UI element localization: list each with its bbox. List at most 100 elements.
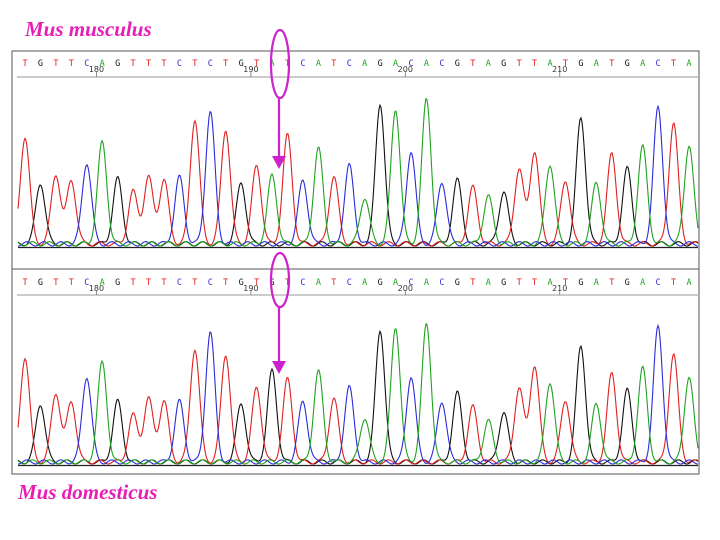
base-call: G [378, 59, 383, 69]
base-call: A [316, 278, 321, 288]
position-label: 180 [89, 284, 104, 293]
base-call: G [239, 59, 244, 69]
base-call: A [362, 278, 367, 288]
position-label: 210 [552, 284, 567, 293]
trace-t [17, 119, 699, 247]
base-call: T [532, 278, 537, 288]
base-call: T [161, 278, 166, 288]
base-call: G [625, 59, 630, 69]
base-call: A [486, 59, 491, 69]
base-call: T [609, 278, 614, 288]
base-call: A [686, 278, 691, 288]
base-call: T [192, 59, 197, 69]
base-call: C [84, 59, 89, 69]
base-call: T [532, 59, 537, 69]
base-call: T [223, 278, 228, 288]
base-call: T [146, 59, 151, 69]
base-call: G [625, 278, 630, 288]
base-call: T [22, 278, 27, 288]
base-call: T [331, 278, 336, 288]
base-call: A [594, 278, 599, 288]
base-call: A [486, 278, 491, 288]
base-call: G [115, 278, 120, 288]
position-label: 210 [552, 65, 567, 74]
base-call: T [53, 278, 58, 288]
species-label-domesticus: Mus domesticus [18, 480, 158, 504]
base-call: A [640, 59, 645, 69]
trace-peaks [17, 322, 699, 465]
position-label: 190 [243, 65, 258, 74]
base-call: A [594, 59, 599, 69]
base-call: G [501, 59, 506, 69]
position-ruler: 180 190 200 210 [17, 65, 698, 78]
base-call: C [208, 278, 213, 288]
base-call: A [393, 59, 398, 69]
base-call: T [285, 278, 290, 288]
trace-t [17, 349, 699, 465]
base-call: G [115, 59, 120, 69]
snp-arrowhead-top [272, 156, 286, 169]
position-label: 200 [398, 65, 413, 74]
base-call: T [671, 278, 676, 288]
base-call: A [100, 278, 105, 288]
base-call: C [408, 59, 413, 69]
base-call: T [223, 59, 228, 69]
base-call: T [470, 59, 475, 69]
base-call: C [347, 59, 352, 69]
base-call: T [517, 278, 522, 288]
base-call: A [547, 59, 552, 69]
base-call: G [455, 59, 460, 69]
base-call: T [609, 59, 614, 69]
base-call: G [578, 59, 583, 69]
base-call: T [161, 59, 166, 69]
base-call: C [656, 278, 661, 288]
base-call: A [316, 59, 321, 69]
base-call: T [69, 278, 74, 288]
base-call: T [53, 59, 58, 69]
base-call: G [38, 59, 43, 69]
base-call: C [208, 59, 213, 69]
base-call: A [362, 59, 367, 69]
figure-frame [11, 50, 700, 475]
base-call: C [300, 278, 305, 288]
base-call: T [517, 59, 522, 69]
position-ruler: 180 190 200 210 [17, 284, 698, 296]
base-call: T [69, 59, 74, 69]
base-call: T [192, 278, 197, 288]
trace-a [17, 97, 699, 247]
base-call: C [177, 278, 182, 288]
base-call: C [439, 278, 444, 288]
base-call: C [300, 59, 305, 69]
base-call: A [424, 278, 429, 288]
base-call: G [501, 278, 506, 288]
base-call: A [424, 59, 429, 69]
position-label: 190 [243, 284, 258, 293]
base-call: A [640, 278, 645, 288]
base-call: T [470, 278, 475, 288]
base-call: A [100, 59, 105, 69]
base-call: C [408, 278, 413, 288]
position-label: 180 [89, 65, 104, 74]
base-call: T [331, 59, 336, 69]
species-label-musculus: Mus musculus [25, 17, 152, 41]
position-label: 200 [398, 284, 413, 293]
base-call: C [347, 278, 352, 288]
base-call: G [455, 278, 460, 288]
base-call: T [285, 59, 290, 69]
base-call: C [656, 59, 661, 69]
trace-peaks [17, 97, 699, 247]
base-call: A [686, 59, 691, 69]
base-call: A [393, 278, 398, 288]
base-call: T [671, 59, 676, 69]
base-call: T [131, 59, 136, 69]
base-call: T [22, 59, 27, 69]
base-call: T [254, 59, 259, 69]
base-call: T [563, 278, 568, 288]
base-call: G [239, 278, 244, 288]
base-call: A [547, 278, 552, 288]
base-call: C [439, 59, 444, 69]
snp-arrowhead-bottom [272, 361, 286, 374]
